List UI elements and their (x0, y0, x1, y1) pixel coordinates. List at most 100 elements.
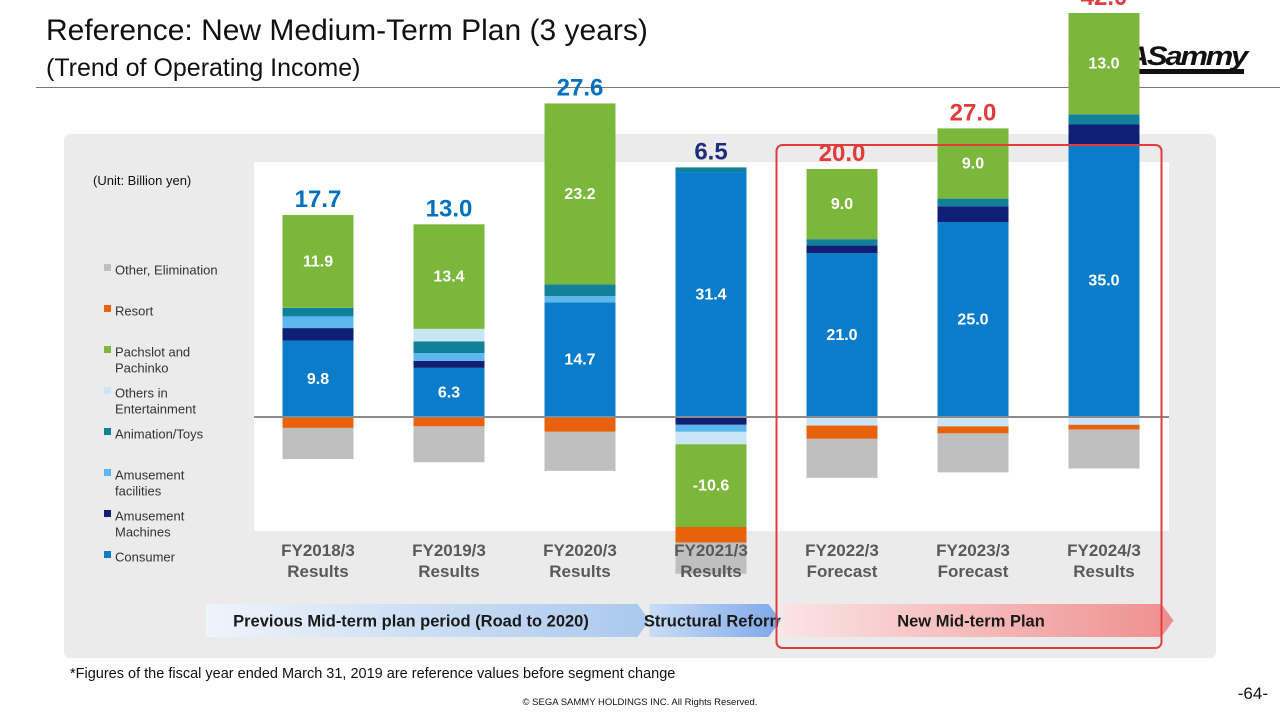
bar-segment-resort (806, 425, 878, 439)
bar-segment-other-elimination (282, 427, 354, 460)
bar-segment-animation-toys (282, 307, 354, 317)
bar-segment-pachslot-and-pachinko (544, 103, 616, 285)
bar-segment-other-elimination (806, 438, 878, 478)
bar-stack-fy2021-3 (675, 167, 747, 574)
title-divider (36, 87, 1280, 88)
total-label: 6.5 (694, 138, 727, 165)
x-tick-sublabel: Forecast (807, 562, 878, 581)
period-arrow-shape (649, 604, 781, 637)
x-tick-label: FY2018/3 (281, 541, 355, 560)
bar-segment-consumer (937, 222, 1009, 417)
legend-label: Amusement (115, 468, 185, 483)
x-tick-label: FY2022/3 (805, 541, 879, 560)
bar-segment-amusement-facilities (282, 316, 354, 329)
x-tick-label: FY2023/3 (936, 541, 1010, 560)
bar-labels: 9.8 11.9 17.7 6.3 13.4 13.0 14.7 23.2 27.6 31.4 -1… (295, 0, 1128, 495)
legend-label: Pachinko (115, 361, 168, 376)
legend-item-other-elimination: Other, Elimination (104, 263, 218, 278)
bar-segment-other-elimination (675, 542, 747, 574)
bar-segment-amusement-facilities (544, 296, 616, 303)
data-label: 13.4 (433, 269, 464, 286)
data-label: 9.0 (962, 156, 984, 173)
period-structural-reform: Structural Reform (644, 604, 784, 637)
data-label: 6.3 (438, 384, 460, 401)
period-previous-mid-term-plan-period-road-to-2020: Previous Mid-term plan period (Road to 2… (206, 604, 650, 637)
legend-label: Others in (115, 386, 168, 401)
bar-segment-pachslot-and-pachinko (937, 128, 1009, 199)
period-arrow-shape (206, 604, 650, 637)
bar-segment-animation-toys (937, 198, 1009, 207)
bar-segment-amusement-machines (413, 360, 485, 368)
bar-segment-other-elimination (413, 426, 485, 463)
total-label: 27.0 (950, 99, 997, 126)
bar-segment-animation-toys (806, 239, 878, 246)
data-label: 9.0 (831, 196, 853, 213)
data-label: 25.0 (957, 312, 988, 329)
bar-segment-pachslot-and-pachinko (282, 214, 354, 308)
total-label: 17.7 (295, 186, 342, 213)
x-tick-sublabel: Results (1073, 562, 1134, 581)
unit-label: (Unit: Billion yen) (93, 173, 191, 188)
x-tick-sublabel: Results (287, 562, 348, 581)
bar-segment-resort (937, 426, 1009, 434)
x-tick-label: FY2024/3 (1067, 541, 1141, 560)
bar-stack-fy2018-3 (282, 214, 354, 460)
period-label: New Mid-term Plan (897, 613, 1045, 631)
bar-segment-amusement-machines (675, 417, 747, 425)
period-label: Previous Mid-term plan period (Road to 2… (233, 613, 589, 631)
legend-swatch (104, 469, 111, 476)
bar-stack-fy2022-3 (806, 168, 878, 478)
bar-segment-others-in-entertainment (1068, 417, 1140, 425)
page-number: -64- (1237, 684, 1268, 703)
bar-segment-consumer (1068, 144, 1140, 417)
legend-label: Consumer (115, 550, 176, 565)
legend-swatch (104, 510, 111, 517)
chart-legend: Other, Elimination Resort Pachslot andPach… (104, 263, 218, 565)
bar-segment-animation-toys (544, 284, 616, 297)
total-label: 13.0 (426, 195, 473, 222)
x-tick-label: FY2019/3 (412, 541, 486, 560)
legend-swatch (104, 387, 111, 394)
legend-swatch (104, 305, 111, 312)
bar-segment-animation-toys (1068, 114, 1140, 125)
legend-label: Entertainment (115, 402, 196, 417)
x-tick-sublabel: Results (549, 562, 610, 581)
legend-swatch (104, 551, 111, 558)
x-axis-labels: FY2018/3 Results FY2019/3 Results FY2020/3 Re… (281, 541, 1141, 581)
data-label: 23.2 (564, 186, 595, 203)
bar-stack-fy2023-3 (937, 128, 1009, 473)
legend-label: Animation/Toys (115, 427, 204, 442)
data-label: 14.7 (564, 352, 595, 369)
legend-label: Pachslot and (115, 345, 190, 360)
footnote: *Figures of the fiscal year ended March … (70, 666, 676, 682)
bar-segment-consumer (413, 367, 485, 417)
data-label: 35.0 (1088, 273, 1119, 290)
bar-segment-amusement-machines (937, 206, 1009, 222)
period-new-mid-term-plan: New Mid-term Plan (780, 604, 1174, 637)
bar-stack-fy2019-3 (413, 224, 485, 463)
legend-swatch (104, 346, 111, 353)
bar-segment-animation-toys (675, 167, 747, 173)
data-label: 13.0 (1088, 56, 1119, 73)
legend-label: Machines (115, 525, 171, 540)
x-tick-sublabel: Results (418, 562, 479, 581)
bar-segment-resort (675, 526, 747, 543)
page-title: Reference: New Medium-Term Plan (3 years… (46, 14, 648, 47)
x-tick-sublabel: Results (680, 562, 741, 581)
bar-segment-others-in-entertainment (937, 417, 1009, 427)
bar-segment-other-elimination (1068, 429, 1140, 469)
bar-segment-resort (1068, 424, 1140, 430)
legend-item-consumer: Consumer (104, 550, 176, 565)
bar-segment-animation-toys (413, 341, 485, 354)
total-label: 27.6 (557, 74, 604, 101)
bar-segment-others-in-entertainment (806, 417, 878, 426)
bar-segment-consumer (806, 253, 878, 417)
x-tick-label: FY2021/3 (674, 541, 748, 560)
page-subtitle: (Trend of Operating Income) (46, 54, 361, 82)
bar-segment-resort (282, 417, 354, 428)
x-tick-sublabel: Forecast (938, 562, 1009, 581)
legend-item-animation-toys: Animation/Toys (104, 427, 204, 442)
bar-segment-pachslot-and-pachinko (1068, 12, 1140, 115)
